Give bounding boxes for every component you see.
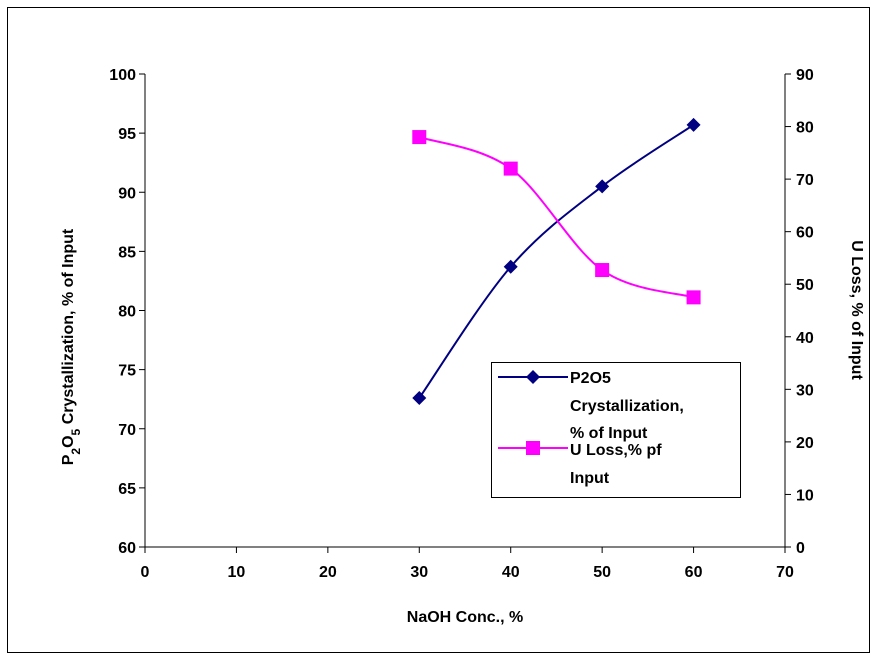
right-y-tick-label: 70 bbox=[796, 172, 814, 189]
right-y-tick-label: 30 bbox=[796, 382, 814, 399]
legend-marker-uloss bbox=[526, 441, 540, 455]
left-y-tick-label: 75 bbox=[118, 363, 136, 380]
left-y-tick-label: 100 bbox=[109, 67, 136, 84]
data-point-p2o5 bbox=[595, 179, 610, 194]
legend-label-p2o5-line3: % of Input bbox=[570, 425, 648, 442]
left-y-tick-label: 60 bbox=[118, 540, 136, 557]
left-y-tick-label: 85 bbox=[118, 244, 136, 261]
chart-frame bbox=[7, 7, 870, 653]
legend-label-uloss-line2: Input bbox=[570, 470, 610, 487]
legend-box bbox=[491, 362, 741, 498]
right-y-tick-labels: 0 10 20 30 40 50 60 70 80 90 bbox=[796, 67, 814, 557]
legend-marker-p2o5 bbox=[526, 370, 540, 384]
left-y-tick-label: 80 bbox=[118, 304, 136, 321]
axes bbox=[139, 73, 791, 553]
plot-area bbox=[412, 117, 701, 406]
right-y-axis-title: U Loss, % of Input bbox=[848, 240, 865, 380]
left-y-tick-label: 90 bbox=[118, 185, 136, 202]
left-y-axis-title: P2O5 Crystallization, % of Input bbox=[60, 228, 83, 465]
data-point-p2o5 bbox=[412, 391, 427, 406]
x-tick-label: 20 bbox=[319, 564, 337, 581]
right-y-tick-label: 80 bbox=[796, 120, 814, 137]
right-y-tick-label: 60 bbox=[796, 225, 814, 242]
x-tick-label: 50 bbox=[593, 564, 611, 581]
data-point-uloss bbox=[503, 161, 518, 176]
x-tick-label: 60 bbox=[685, 564, 703, 581]
right-y-tick-label: 90 bbox=[796, 67, 814, 84]
series-line-uloss bbox=[418, 136, 694, 299]
x-tick-label: 0 bbox=[141, 564, 150, 581]
right-y-tick-label: 20 bbox=[796, 435, 814, 452]
x-tick-label: 10 bbox=[228, 564, 246, 581]
x-tick-label: 70 bbox=[776, 564, 794, 581]
x-tick-labels: 0 10 20 30 40 50 60 70 bbox=[141, 564, 794, 581]
data-point-p2o5 bbox=[503, 259, 518, 274]
left-y-tick-label: 65 bbox=[118, 481, 136, 498]
legend-label-uloss-line1: U Loss,% pf bbox=[570, 442, 662, 459]
series-line-p2o5 bbox=[418, 124, 695, 399]
legend-label-p2o5-line1: P2O5 bbox=[570, 370, 611, 387]
right-y-tick-label: 10 bbox=[796, 487, 814, 504]
data-point-p2o5 bbox=[686, 117, 701, 132]
x-tick-label: 40 bbox=[502, 564, 520, 581]
data-point-uloss bbox=[686, 290, 701, 305]
left-y-tick-label: 95 bbox=[118, 126, 136, 143]
x-tick-label: 30 bbox=[410, 564, 428, 581]
left-y-tick-label: 70 bbox=[118, 422, 136, 439]
right-y-tick-label: 40 bbox=[796, 330, 814, 347]
x-axis-title: NaOH Conc., % bbox=[407, 609, 523, 626]
legend: P2O5 Crystallization, % of Input U Loss,… bbox=[491, 362, 741, 498]
data-point-uloss bbox=[412, 130, 427, 145]
left-y-tick-labels: 60 65 70 75 80 85 90 95 100 bbox=[109, 67, 136, 557]
legend-label-p2o5-line2: Crystallization, bbox=[570, 398, 684, 415]
right-y-tick-label: 50 bbox=[796, 277, 814, 294]
right-y-tick-label: 0 bbox=[796, 540, 805, 557]
data-point-uloss bbox=[595, 263, 610, 278]
